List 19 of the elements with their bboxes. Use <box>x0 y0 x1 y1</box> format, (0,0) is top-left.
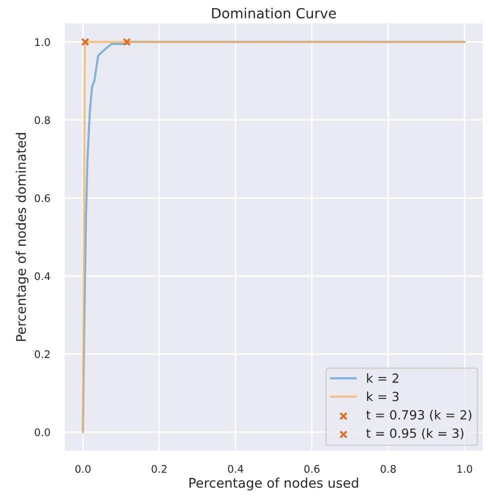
y-tick-label: 1.0 <box>35 38 50 46</box>
x-tick-label: 0.4 <box>228 464 244 473</box>
y-tick-label: 0.4 <box>34 272 50 280</box>
chart-title: Domination Curve <box>212 8 336 18</box>
y-tick-label: 0.0 <box>34 428 50 436</box>
x-axis-title: Percentage of nodes used <box>190 478 358 490</box>
x-tick-label: 1.0 <box>457 464 472 473</box>
x-tick-label: 0.8 <box>380 464 396 473</box>
legend-label: t = 0.793 (k = 2) <box>366 410 472 422</box>
x-tick-label: 0.2 <box>152 464 166 473</box>
y-axis-title: Percentage of nodes dominated <box>16 133 29 341</box>
legend-label: k = 2 <box>367 373 398 383</box>
y-tick-label: 0.2 <box>34 350 50 358</box>
legend-label: k = 3 <box>367 392 399 402</box>
y-tick-label: 0.6 <box>34 194 50 202</box>
x-tick-label: 0.6 <box>304 464 320 473</box>
legend-label: t = 0.95 (k = 3) <box>366 428 464 440</box>
x-tick-label: 0.0 <box>75 464 91 473</box>
y-tick-label: 0.8 <box>34 116 50 124</box>
